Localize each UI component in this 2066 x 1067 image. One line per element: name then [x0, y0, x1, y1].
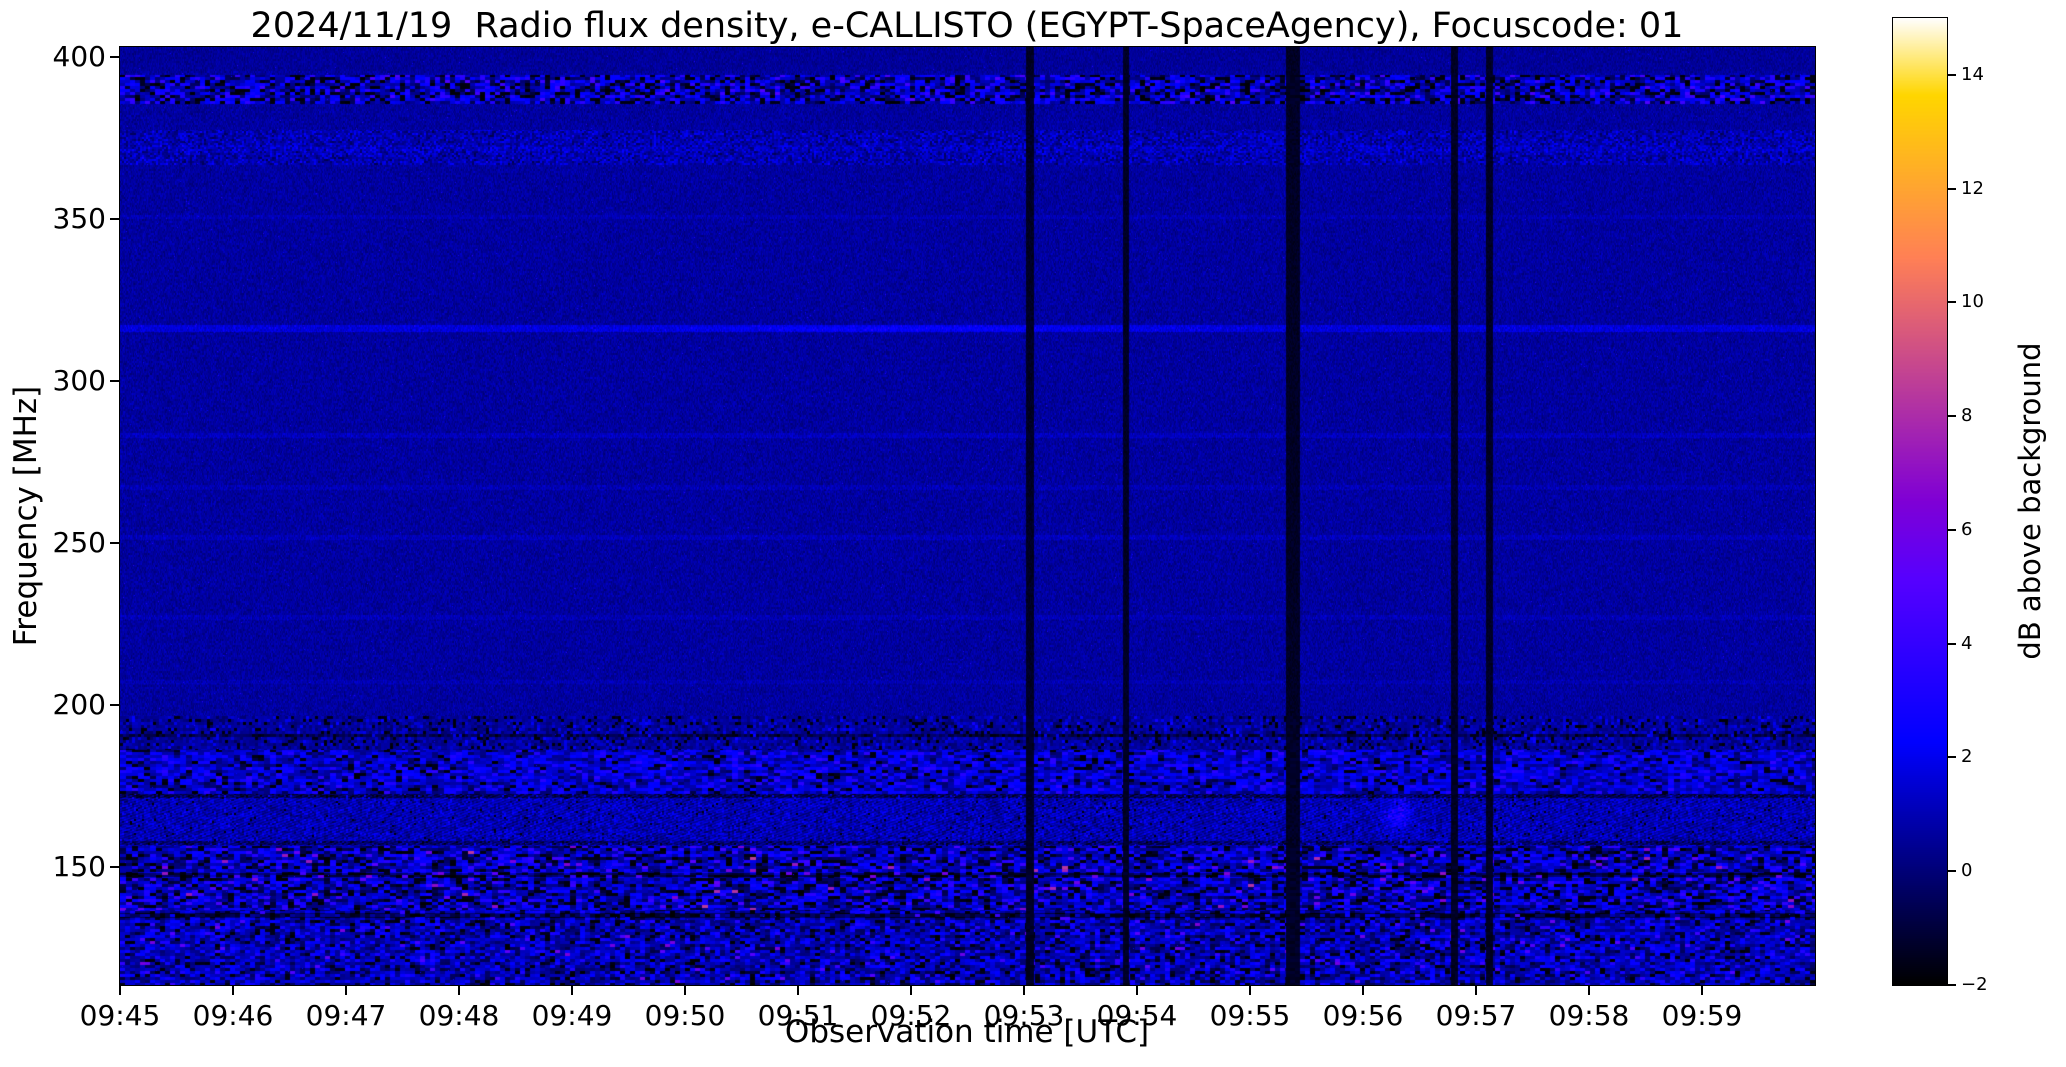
y-tick-label: 200 [52, 687, 106, 721]
colorbar-tick-mark [1948, 187, 1956, 190]
colorbar-tick-label: 14 [1961, 63, 1984, 85]
x-tick-mark [1701, 986, 1703, 995]
x-tick-label: 09:47 [305, 999, 387, 1032]
y-tick-label: 350 [52, 201, 106, 235]
colorbar-tick-label: 6 [1961, 518, 1973, 540]
x-tick-mark [910, 986, 912, 995]
x-tick-label: 09:45 [79, 999, 161, 1032]
y-tick-label: 150 [52, 849, 106, 883]
colorbar-tick-mark [1948, 642, 1956, 645]
x-tick-label: 09:52 [870, 999, 952, 1032]
colorbar-tick-label: 8 [1961, 405, 1973, 427]
x-tick-label: 09:48 [418, 999, 500, 1032]
colorbar-tick-label: 0 [1961, 860, 1973, 882]
colorbar-tick-label: 4 [1961, 632, 1973, 654]
x-tick-label: 09:58 [1548, 999, 1630, 1032]
x-tick-label: 09:53 [983, 999, 1065, 1032]
colorbar [1892, 17, 1948, 986]
y-tick-label: 300 [52, 363, 106, 397]
colorbar-canvas [1893, 18, 1947, 985]
colorbar-tick-mark [1948, 756, 1956, 759]
x-axis-label: Observation time [UTC] [784, 1014, 1150, 1050]
colorbar-tick-mark [1948, 301, 1956, 304]
y-tick-mark [110, 55, 119, 58]
chart-title: 2024/11/19 Radio flux density, e-CALLIST… [250, 6, 1684, 46]
y-tick-mark [110, 217, 119, 220]
x-tick-mark [232, 986, 234, 995]
x-tick-mark [1362, 986, 1364, 995]
x-tick-mark [119, 986, 121, 995]
x-tick-mark [458, 986, 460, 995]
y-tick-mark [110, 865, 119, 868]
y-tick-label: 400 [52, 39, 106, 73]
y-tick-label: 250 [52, 525, 106, 559]
spectrogram-plot-area [119, 46, 1816, 986]
x-tick-label: 09:49 [531, 999, 613, 1032]
y-tick-mark [110, 541, 119, 544]
x-tick-mark [571, 986, 573, 995]
y-tick-mark [110, 703, 119, 706]
colorbar-tick-mark [1948, 415, 1956, 418]
x-tick-mark [1136, 986, 1138, 995]
colorbar-tick-label: 12 [1961, 177, 1984, 199]
x-tick-label: 09:50 [644, 999, 726, 1032]
colorbar-tick-mark [1948, 528, 1956, 531]
x-tick-label: 09:54 [1096, 999, 1178, 1032]
spectrogram-canvas [120, 47, 1815, 985]
x-tick-mark [345, 986, 347, 995]
colorbar-tick-label: 2 [1961, 746, 1973, 768]
x-tick-mark [1249, 986, 1251, 995]
x-tick-label: 09:56 [1322, 999, 1404, 1032]
y-tick-mark [110, 379, 119, 382]
x-tick-mark [684, 986, 686, 995]
x-tick-mark [1023, 986, 1025, 995]
colorbar-tick-mark [1948, 984, 1956, 986]
x-tick-mark [1588, 986, 1590, 995]
x-tick-mark [1475, 986, 1477, 995]
colorbar-tick-label: −2 [1961, 974, 1988, 995]
colorbar-label: dB above background [2013, 342, 2047, 660]
x-tick-label: 09:59 [1661, 999, 1743, 1032]
x-tick-label: 09:55 [1209, 999, 1291, 1032]
colorbar-tick-mark [1948, 870, 1956, 873]
x-tick-mark [797, 986, 799, 995]
colorbar-tick-mark [1948, 73, 1956, 76]
colorbar-tick-label: 10 [1961, 291, 1984, 313]
x-tick-label: 09:57 [1435, 999, 1517, 1032]
x-tick-label: 09:51 [757, 999, 839, 1032]
y-axis-label: Frequency [MHz] [8, 385, 44, 647]
x-tick-label: 09:46 [192, 999, 274, 1032]
